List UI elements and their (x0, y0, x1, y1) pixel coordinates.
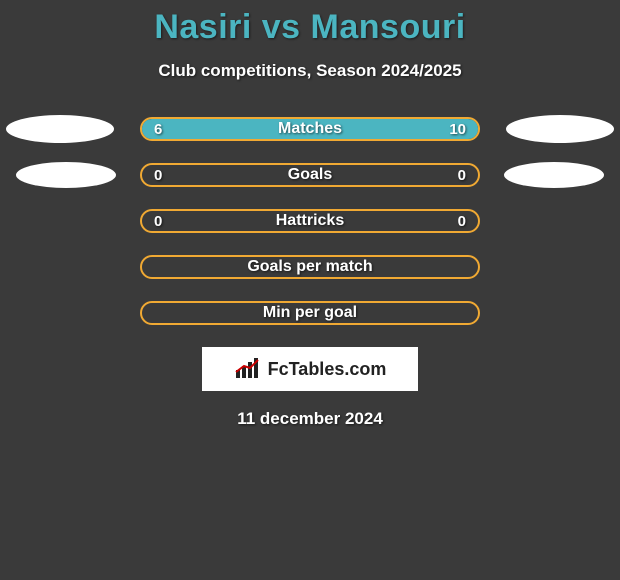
player-right-oval (506, 115, 614, 143)
stat-value-right: 0 (458, 165, 466, 185)
stat-bar-track: Min per goal (140, 301, 480, 325)
footer-logo: FcTables.com (202, 347, 418, 391)
stat-label: Goals (142, 165, 478, 185)
stat-row: 0 0Goals (0, 163, 620, 187)
page-subtitle: Club competitions, Season 2024/2025 (0, 61, 620, 81)
stat-row: Min per goal (0, 301, 620, 325)
stat-value-right: 0 (458, 211, 466, 231)
footer-logo-text: FcTables.com (268, 359, 387, 380)
stat-label: Min per goal (142, 303, 478, 323)
stat-value-left: 0 (154, 211, 162, 231)
stat-row: 0 0Hattricks (0, 209, 620, 233)
header: Nasiri vs Mansouri Club competitions, Se… (0, 0, 620, 81)
bar-chart-icon (234, 358, 262, 380)
player-left-oval (6, 115, 114, 143)
stat-label: Goals per match (142, 257, 478, 277)
stat-value-right: 10 (449, 119, 466, 139)
stat-value-left: 0 (154, 165, 162, 185)
stat-row: 610Matches (0, 117, 620, 141)
page-title: Nasiri vs Mansouri (0, 8, 620, 47)
player-right-oval (504, 162, 604, 188)
stat-row: Goals per match (0, 255, 620, 279)
stat-bar-track: 610Matches (140, 117, 480, 141)
stat-bar-right-fill (268, 119, 478, 139)
stat-bar-track: Goals per match (140, 255, 480, 279)
stat-label: Hattricks (142, 211, 478, 231)
player-left-oval (16, 162, 116, 188)
stat-bar-track: 0 0Hattricks (140, 209, 480, 233)
stat-value-left: 6 (154, 119, 162, 139)
footer-date: 11 december 2024 (0, 409, 620, 429)
comparison-list: 610Matches00Goals00HattricksGoals per ma… (0, 117, 620, 325)
stat-bar-track: 0 0Goals (140, 163, 480, 187)
